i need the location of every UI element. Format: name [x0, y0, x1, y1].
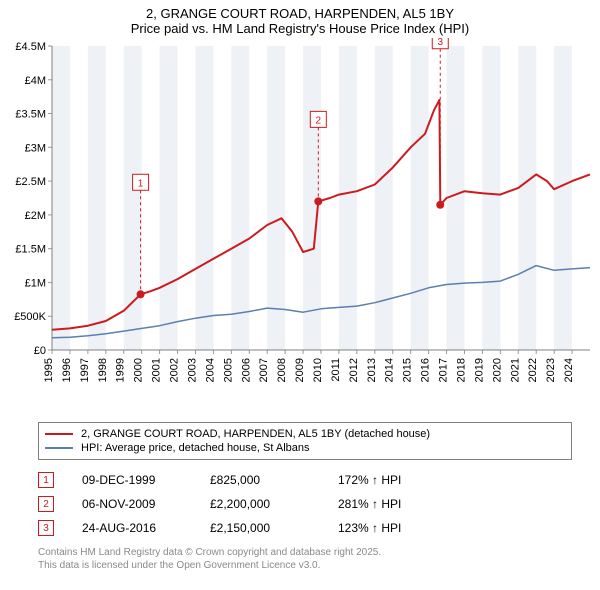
legend-label-price: 2, GRANGE COURT ROAD, HARPENDEN, AL5 1BY… [81, 428, 430, 440]
svg-text:2013: 2013 [366, 358, 378, 382]
svg-text:£1M: £1M [25, 277, 46, 289]
svg-text:2021: 2021 [509, 358, 521, 382]
svg-text:2001: 2001 [151, 358, 163, 382]
svg-text:£4.5M: £4.5M [15, 41, 46, 53]
svg-text:2017: 2017 [438, 358, 450, 382]
svg-text:1996: 1996 [61, 358, 73, 382]
svg-text:2007: 2007 [258, 358, 270, 382]
svg-text:1995: 1995 [43, 358, 55, 382]
svg-text:2009: 2009 [294, 358, 306, 382]
svg-text:2003: 2003 [186, 358, 198, 382]
svg-text:2008: 2008 [276, 358, 288, 382]
svg-text:2012: 2012 [348, 358, 360, 382]
svg-text:2000: 2000 [133, 358, 145, 382]
svg-text:2005: 2005 [222, 358, 234, 382]
svg-text:2018: 2018 [455, 358, 467, 382]
sale-hpi: 123% ↑ HPI [338, 521, 458, 535]
sale-date: 09-DEC-1999 [82, 473, 182, 487]
svg-text:£0: £0 [34, 345, 46, 357]
svg-text:2010: 2010 [312, 358, 324, 382]
legend-row: HPI: Average price, detached house, St A… [45, 441, 565, 455]
svg-text:2022: 2022 [527, 358, 539, 382]
svg-text:2023: 2023 [545, 358, 557, 382]
footer-line-1: Contains HM Land Registry data © Crown c… [38, 546, 572, 559]
svg-text:1999: 1999 [115, 358, 127, 382]
chart-area: £0 £500K £1M £1.5M £2M £2.5M £3M £3.5M £4M £4.5M 1… [0, 38, 600, 418]
svg-text:£4M: £4M [25, 75, 46, 87]
svg-text:2004: 2004 [204, 358, 216, 382]
sale-hpi: 172% ↑ HPI [338, 473, 458, 487]
svg-text:2: 2 [316, 115, 322, 126]
sales-table: 1 09-DEC-1999 £825,000 172% ↑ HPI 2 06-N… [38, 468, 572, 540]
chart-title-block: 2, GRANGE COURT ROAD, HARPENDEN, AL5 1BY… [0, 0, 600, 38]
svg-text:2016: 2016 [420, 358, 432, 382]
svg-text:2019: 2019 [473, 358, 485, 382]
svg-text:£2M: £2M [25, 210, 46, 222]
svg-text:2014: 2014 [384, 358, 396, 382]
svg-text:£1.5M: £1.5M [15, 244, 46, 256]
legend-swatch-price [45, 433, 73, 435]
svg-text:1998: 1998 [97, 358, 109, 382]
svg-text:2015: 2015 [402, 358, 414, 382]
svg-text:2024: 2024 [563, 358, 575, 382]
legend: 2, GRANGE COURT ROAD, HARPENDEN, AL5 1BY… [38, 422, 572, 460]
sales-row: 1 09-DEC-1999 £825,000 172% ↑ HPI [38, 468, 572, 492]
sale-date: 06-NOV-2009 [82, 497, 182, 511]
svg-text:3: 3 [437, 38, 443, 48]
license-footer: Contains HM Land Registry data © Crown c… [38, 546, 572, 572]
sales-row: 2 06-NOV-2009 £2,200,000 281% ↑ HPI [38, 492, 572, 516]
legend-swatch-hpi [45, 447, 73, 449]
sale-marker-icon: 3 [38, 520, 54, 536]
legend-label-hpi: HPI: Average price, detached house, St A… [81, 442, 310, 454]
sale-marker-icon: 1 [38, 472, 54, 488]
svg-text:2020: 2020 [491, 358, 503, 382]
svg-text:1: 1 [138, 178, 144, 189]
svg-text:£3.5M: £3.5M [15, 109, 46, 121]
sale-price: £825,000 [210, 473, 310, 487]
svg-text:£2.5M: £2.5M [15, 176, 46, 188]
footer-line-2: This data is licensed under the Open Gov… [38, 559, 572, 572]
svg-text:2011: 2011 [330, 358, 342, 382]
sale-marker-icon: 2 [38, 496, 54, 512]
svg-text:2006: 2006 [240, 358, 252, 382]
sale-price: £2,150,000 [210, 521, 310, 535]
sales-row: 3 24-AUG-2016 £2,150,000 123% ↑ HPI [38, 516, 572, 540]
title-line-2: Price paid vs. HM Land Registry's House … [4, 21, 596, 36]
legend-row: 2, GRANGE COURT ROAD, HARPENDEN, AL5 1BY… [45, 427, 565, 441]
sale-hpi: 281% ↑ HPI [338, 497, 458, 511]
sale-price: £2,200,000 [210, 497, 310, 511]
chart-svg: £0 £500K £1M £1.5M £2M £2.5M £3M £3.5M £4M £4.5M 1… [0, 38, 600, 418]
svg-text:2002: 2002 [169, 358, 181, 382]
sale-date: 24-AUG-2016 [82, 521, 182, 535]
title-line-1: 2, GRANGE COURT ROAD, HARPENDEN, AL5 1BY [4, 6, 596, 21]
svg-text:1997: 1997 [79, 358, 91, 382]
svg-text:£3M: £3M [25, 142, 46, 154]
svg-text:£500K: £500K [14, 311, 46, 323]
